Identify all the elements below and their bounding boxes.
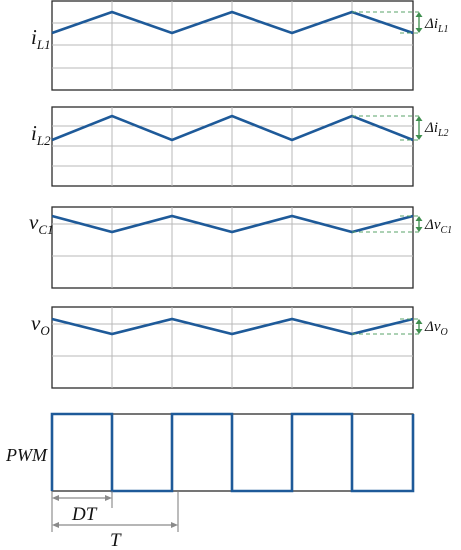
il2-ripple-label: ΔiL2: [424, 120, 449, 139]
il2-delta-main: i: [434, 120, 438, 136]
il1-delta-main: i: [434, 16, 438, 32]
il1-delta-symbol: Δ: [424, 16, 434, 32]
time-markers: DT T: [51, 491, 179, 550]
t-arrowhead-left: [52, 522, 59, 528]
il2-delta-sub: L2: [437, 128, 449, 139]
il1-ripple-arrowhead-down: [415, 28, 423, 33]
il1-delta-sub: L1: [437, 24, 449, 35]
vo-delta-main: v: [434, 319, 441, 335]
vc1-delta-main: v: [434, 217, 441, 233]
vc1-ripple-arrowhead-down: [415, 227, 423, 232]
panel-vc1-grid: [52, 207, 413, 288]
panel-il1: iL1 ΔiL1: [31, 0, 449, 91]
vc1-ripple-arrowhead-up: [415, 216, 423, 221]
dt-arrowhead-right: [105, 495, 112, 501]
panel-vo: vO ΔvO: [31, 306, 448, 389]
vc1-label: vC1: [29, 210, 54, 237]
il2-delta-symbol: Δ: [424, 120, 434, 136]
vo-ripple-arrowhead-down: [415, 329, 423, 334]
panel-il2-grid: [52, 107, 413, 186]
panel-il2: iL2 ΔiL2: [31, 106, 449, 187]
vo-label-sub: O: [40, 323, 50, 338]
vc1-label-main: v: [29, 210, 39, 234]
il1-ripple-arrowhead-up: [415, 12, 423, 17]
panel-pwm: PWM: [5, 412, 415, 493]
il2-ripple-arrowhead-up: [415, 116, 423, 121]
vo-delta-symbol: Δ: [424, 319, 434, 335]
il1-label-sub: L1: [36, 37, 51, 52]
pwm-label: PWM: [5, 445, 48, 465]
panel-il1-grid: [52, 1, 413, 90]
vo-ripple-label: ΔvO: [424, 319, 448, 338]
t-arrowhead-right: [171, 522, 178, 528]
il2-ripple-arrowhead-down: [415, 135, 423, 140]
il1-ripple-label: ΔiL1: [424, 16, 449, 35]
vc1-ripple-label: ΔvC1: [424, 217, 452, 236]
vc1-label-sub: C1: [38, 222, 53, 237]
t-label: T: [110, 530, 122, 550]
vc1-delta-sub: C1: [440, 225, 452, 236]
il1-label: iL1: [31, 25, 51, 52]
il1-label-main: i: [31, 25, 37, 49]
il2-label-sub: L2: [36, 133, 51, 148]
il2-label: iL2: [31, 121, 51, 148]
panel-vo-grid: [52, 307, 413, 388]
vc1-delta-symbol: Δ: [424, 217, 434, 233]
dt-arrowhead-left: [52, 495, 59, 501]
panel-vc1: vC1 ΔvC1: [29, 206, 452, 289]
vo-delta-sub: O: [440, 327, 447, 338]
vo-label: vO: [31, 311, 50, 338]
vo-label-main: v: [31, 311, 41, 335]
vo-ripple-arrowhead-up: [415, 319, 423, 324]
il2-label-main: i: [31, 121, 37, 145]
dt-label: DT: [71, 504, 98, 525]
pwm-waveform: [50, 412, 415, 493]
